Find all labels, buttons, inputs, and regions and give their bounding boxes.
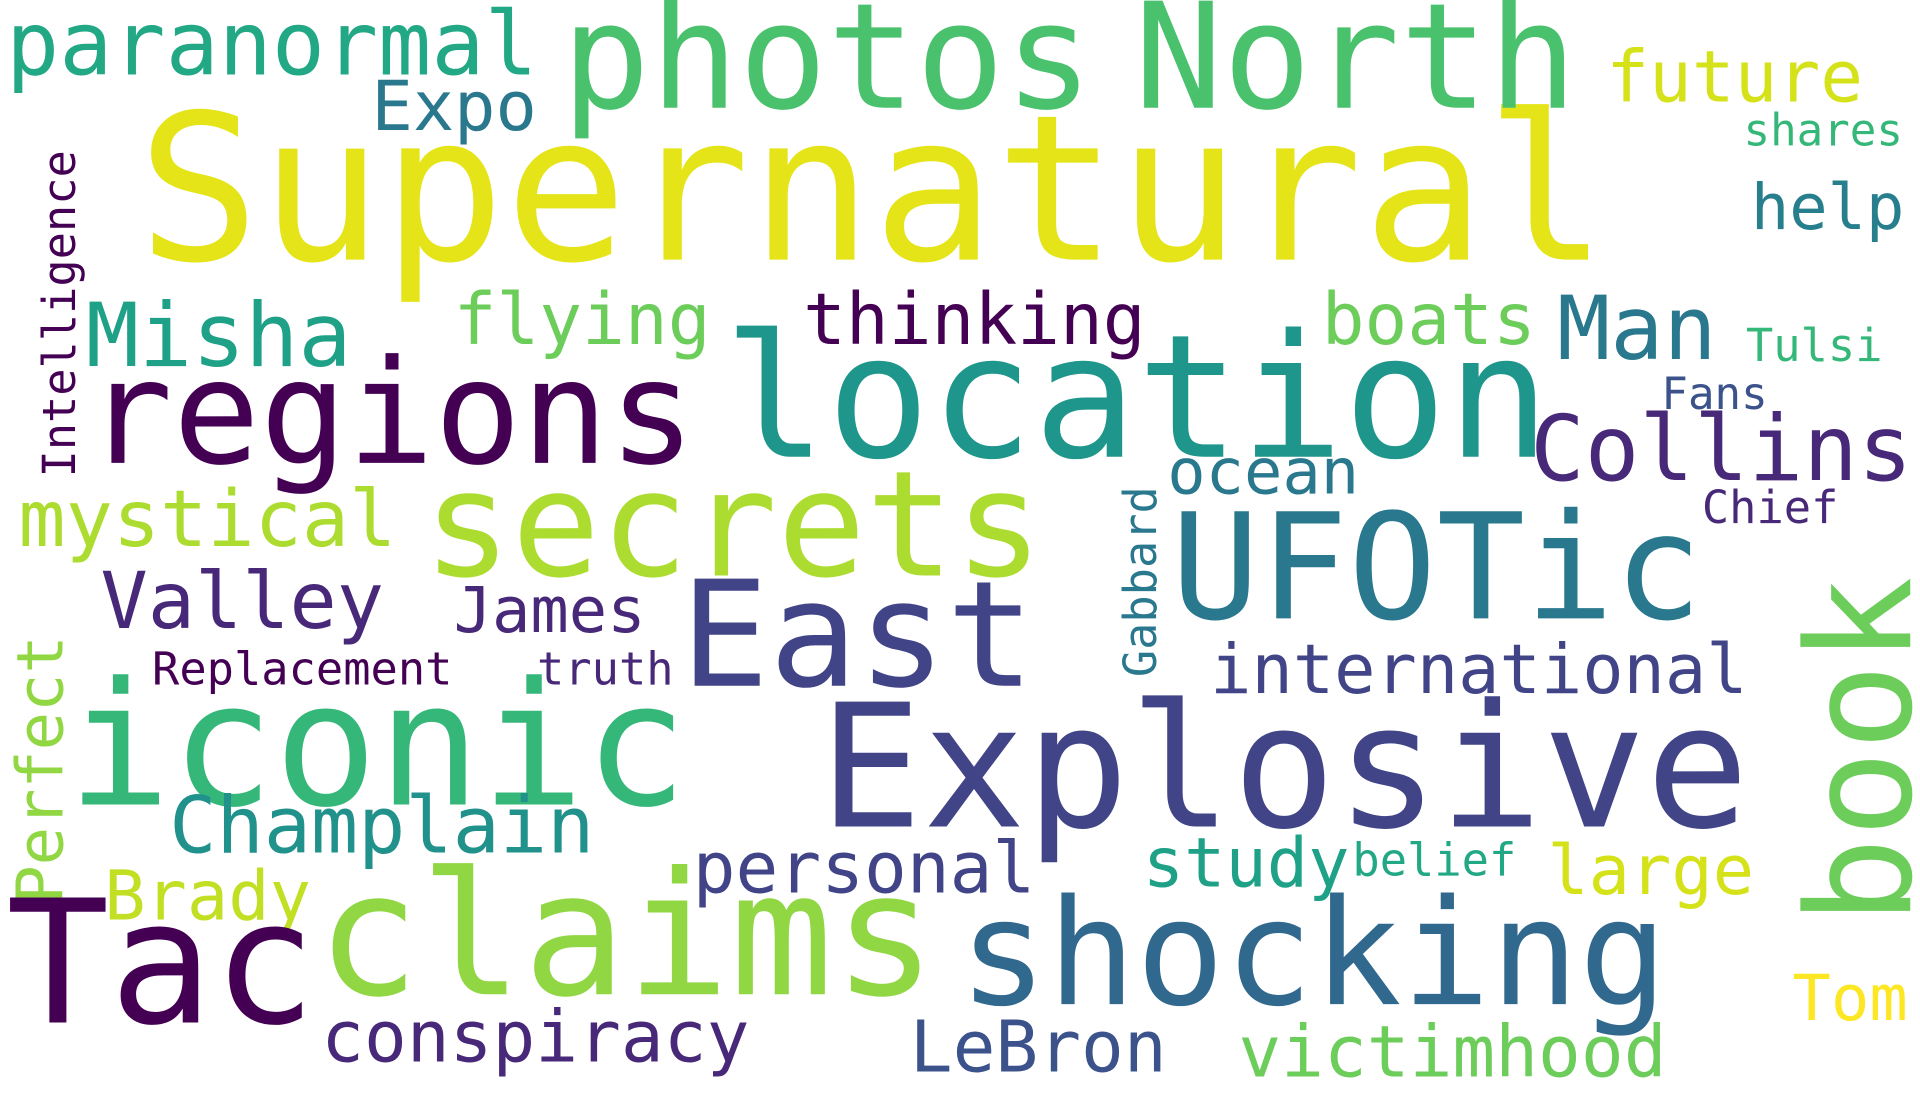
word-photos: photos	[561, 0, 1094, 144]
word-supernatural: Supernatural	[137, 72, 1608, 309]
word-lebron: LeBron	[909, 1005, 1167, 1089]
word-flying: flying	[453, 277, 711, 362]
word-location: location	[723, 298, 1551, 499]
word-explosive: Explosive	[819, 668, 1750, 869]
word-paranormal: paranormal	[6, 0, 538, 96]
word-belief: belief	[1352, 833, 1517, 887]
word-champlain: Champlain	[169, 781, 595, 872]
word-gabbard: Gabbard	[1114, 486, 1168, 678]
word-north: North	[1134, 0, 1578, 144]
word-secrets: secrets	[423, 440, 1044, 612]
word-replacement: Replacement	[152, 642, 453, 696]
word-ufotic: UFOTic	[1170, 483, 1703, 654]
word-shocking: shocking	[958, 869, 1668, 1040]
word-truth: truth	[537, 642, 674, 696]
word-brady: Brady	[104, 857, 311, 937]
word-claims: claims	[316, 836, 937, 1036]
word-tulsi: Tulsi	[1745, 319, 1883, 373]
word-tom: Tom	[1792, 962, 1908, 1036]
word-future: future	[1606, 35, 1864, 119]
word-tac: Tac	[6, 864, 317, 1065]
word-iconic: iconic	[67, 646, 688, 847]
word-collins: Collins	[1530, 396, 1913, 503]
word-victimhood: victimhood	[1238, 1010, 1667, 1093]
word-misha: Misha	[85, 284, 352, 387]
word-large: large	[1547, 831, 1755, 912]
word-intelligence: Intelligence	[33, 150, 86, 478]
word-book: book	[1775, 576, 1920, 925]
word-personal: personal	[692, 826, 1036, 910]
word-study: study	[1142, 824, 1350, 904]
word-mystical: mystical	[18, 475, 397, 566]
word-international: international	[1210, 630, 1748, 711]
word-conspiracy: conspiracy	[321, 995, 750, 1079]
word-chief: Chief	[1701, 481, 1839, 534]
word-valley: Valley	[100, 557, 384, 648]
word-boats: boats	[1321, 277, 1536, 362]
word-fans: Fans	[1661, 369, 1768, 421]
word-regions: regions	[85, 328, 696, 498]
word-man: Man	[1557, 276, 1717, 380]
word-shares: shares	[1743, 106, 1903, 157]
word-perfect: Perfect	[4, 635, 79, 904]
word-east: East	[680, 551, 1035, 722]
word-thinking: thinking	[803, 277, 1146, 362]
word-ocean: ocean	[1167, 435, 1360, 510]
word-expo: Expo	[371, 67, 537, 147]
word-help: help	[1750, 171, 1905, 245]
word-james: James	[453, 574, 646, 648]
